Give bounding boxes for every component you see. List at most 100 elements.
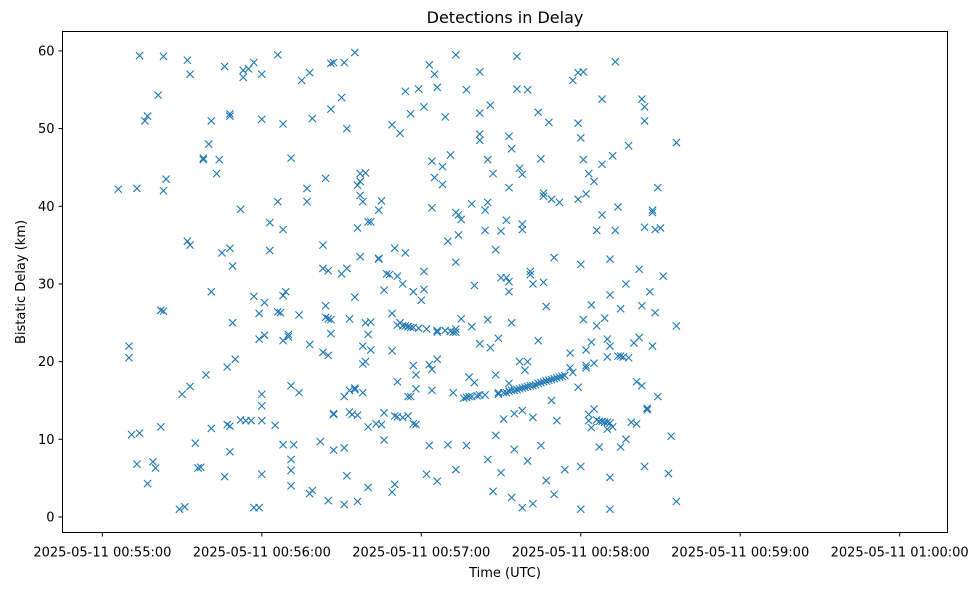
data-point xyxy=(135,429,144,438)
data-point xyxy=(518,406,527,415)
data-point xyxy=(621,279,630,288)
data-point xyxy=(225,112,234,121)
data-point xyxy=(584,416,593,425)
data-point xyxy=(653,183,662,192)
data-point xyxy=(239,66,248,75)
data-point xyxy=(494,334,503,343)
data-point xyxy=(425,60,434,69)
data-point xyxy=(324,496,333,505)
data-point xyxy=(390,480,399,489)
data-point xyxy=(340,443,349,452)
data-point xyxy=(555,373,564,382)
data-point xyxy=(215,155,224,164)
data-point xyxy=(318,241,327,250)
data-point xyxy=(536,154,545,163)
data-point xyxy=(568,368,577,377)
data-point xyxy=(539,189,548,198)
data-point xyxy=(287,466,296,475)
y-tick-label: 60 xyxy=(38,44,55,59)
data-point xyxy=(127,430,136,439)
data-point xyxy=(475,339,484,348)
data-point xyxy=(523,457,532,466)
data-point xyxy=(520,366,529,375)
data-point xyxy=(401,248,410,257)
data-point xyxy=(499,415,508,424)
data-point xyxy=(611,57,620,66)
data-point xyxy=(260,331,269,340)
data-point xyxy=(528,413,537,422)
data-point xyxy=(199,155,208,164)
data-point xyxy=(547,195,556,204)
data-point xyxy=(404,392,412,401)
data-point xyxy=(194,464,203,473)
data-point xyxy=(504,287,513,296)
data-point xyxy=(337,93,346,102)
y-tick-label: 40 xyxy=(38,200,55,215)
data-point xyxy=(491,431,500,440)
data-point xyxy=(603,425,612,434)
data-point xyxy=(672,321,681,330)
data-point xyxy=(576,462,585,471)
data-point xyxy=(287,154,296,163)
data-point xyxy=(364,330,373,339)
data-point xyxy=(534,379,543,388)
data-point xyxy=(350,385,359,394)
data-point xyxy=(249,58,258,67)
data-point xyxy=(566,349,575,358)
data-point xyxy=(425,441,434,450)
data-point xyxy=(321,301,330,310)
data-point xyxy=(326,329,335,338)
data-point xyxy=(598,160,606,169)
data-point xyxy=(207,287,216,296)
data-point xyxy=(451,50,460,59)
data-point xyxy=(643,404,652,413)
data-point xyxy=(212,169,221,178)
data-point xyxy=(356,177,365,186)
data-point xyxy=(515,384,524,393)
data-point xyxy=(364,422,373,431)
data-point xyxy=(223,363,232,372)
data-point xyxy=(255,503,264,512)
x-tick-label: 2025-05-11 00:59:00 xyxy=(671,546,809,561)
data-point xyxy=(236,205,245,214)
data-point xyxy=(475,67,484,76)
data-point xyxy=(326,315,335,324)
data-point xyxy=(132,184,141,193)
data-point xyxy=(156,306,165,315)
data-point xyxy=(225,447,234,456)
data-point xyxy=(427,365,436,374)
data-point xyxy=(574,119,583,128)
data-point xyxy=(595,443,604,452)
data-point xyxy=(600,314,609,323)
data-point xyxy=(350,384,359,393)
data-point xyxy=(159,307,168,316)
data-point xyxy=(510,386,519,395)
data-point xyxy=(196,463,205,472)
data-point xyxy=(555,198,564,207)
data-point xyxy=(640,116,649,125)
data-point xyxy=(550,490,559,499)
data-point xyxy=(576,133,585,142)
data-point xyxy=(515,164,524,173)
data-point xyxy=(364,217,373,226)
data-point xyxy=(358,342,367,351)
data-point xyxy=(401,87,410,96)
x-tick-label: 2025-05-11 00:57:00 xyxy=(352,546,490,561)
data-point xyxy=(504,183,513,192)
data-point xyxy=(672,138,681,147)
data-point xyxy=(497,227,506,236)
data-point xyxy=(406,109,415,118)
data-point xyxy=(481,226,490,235)
data-point xyxy=(271,421,280,430)
data-point xyxy=(329,410,338,419)
data-point xyxy=(467,322,476,331)
data-point xyxy=(518,225,527,234)
data-point xyxy=(640,102,649,111)
data-point xyxy=(536,441,545,450)
data-point xyxy=(398,279,407,288)
data-point xyxy=(406,392,415,401)
data-point xyxy=(255,309,264,318)
data-point xyxy=(191,439,200,448)
data-point xyxy=(489,487,498,496)
data-point xyxy=(632,419,641,428)
